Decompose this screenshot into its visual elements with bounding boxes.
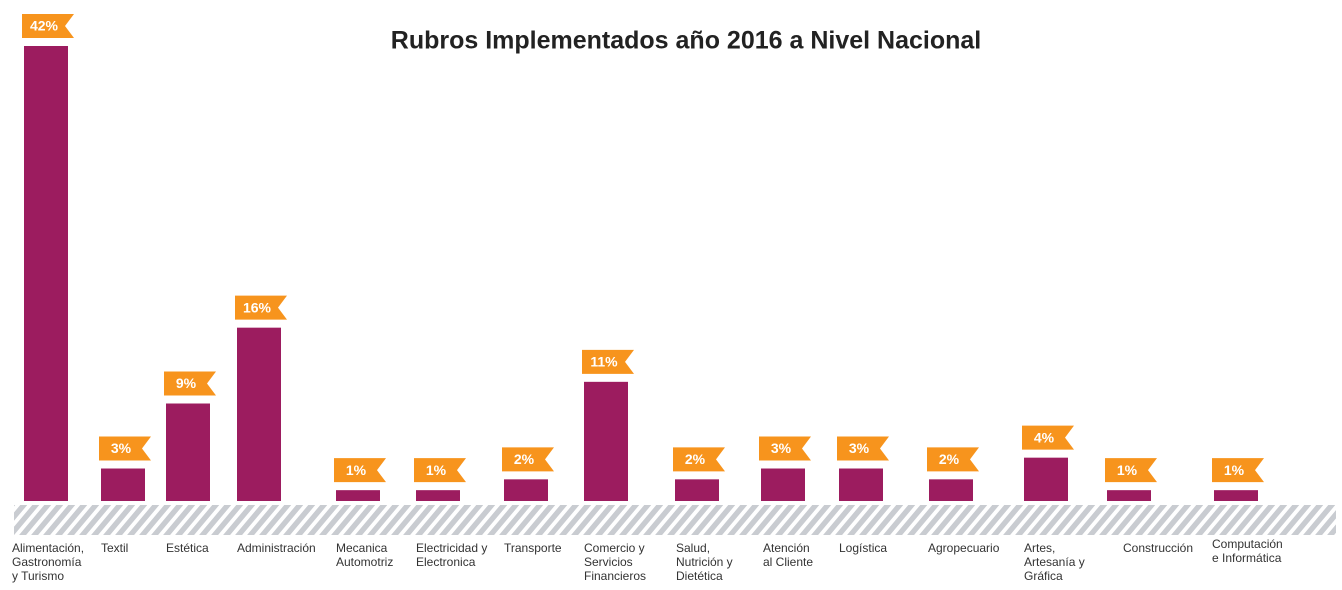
- x-tick-label: Administración: [237, 541, 316, 555]
- bar: [24, 46, 68, 501]
- x-tick-label: Logística: [839, 541, 887, 555]
- value-tag: [837, 436, 889, 461]
- bar: [1107, 490, 1151, 501]
- value-label: 42%: [30, 18, 59, 34]
- bar: [761, 468, 805, 501]
- value-tag: [334, 458, 386, 483]
- value-label: 3%: [849, 440, 870, 456]
- bar: [416, 490, 460, 501]
- value-tag: [22, 14, 74, 38]
- value-tag: [582, 349, 634, 374]
- value-label: 2%: [685, 451, 706, 467]
- x-tick-label: Textil: [101, 541, 128, 555]
- value-tag: [1212, 458, 1264, 483]
- x-tick-label: Electricidad y Electronica: [416, 541, 487, 569]
- value-label: 16%: [243, 299, 272, 315]
- value-tag: [1105, 458, 1157, 483]
- bar: [166, 403, 210, 501]
- value-label: 3%: [111, 440, 132, 456]
- value-label: 2%: [939, 451, 960, 467]
- value-label: 9%: [176, 375, 197, 391]
- bar: [1214, 490, 1258, 501]
- x-tick-label: Atención al Cliente: [763, 541, 813, 569]
- x-tick-label: Computación e Informática: [1212, 537, 1283, 565]
- chart-title: Rubros Implementados año 2016 a Nivel Na…: [391, 27, 981, 55]
- value-label: 4%: [1034, 429, 1055, 445]
- value-label: 11%: [590, 354, 618, 370]
- bar: [675, 479, 719, 501]
- bar: [504, 479, 548, 501]
- value-tag: [235, 295, 287, 320]
- x-tick-label: Salud, Nutrición y Dietética: [676, 541, 733, 583]
- bar: [929, 479, 973, 501]
- bar: [1024, 457, 1068, 501]
- value-label: 2%: [514, 451, 535, 467]
- x-tick-label: Estética: [166, 541, 209, 555]
- x-tick-label: Artes, Artesanía y Gráfica: [1024, 541, 1085, 583]
- value-label: 1%: [426, 462, 447, 478]
- value-label: 3%: [771, 440, 792, 456]
- x-tick-label: Transporte: [504, 541, 562, 555]
- x-tick-label: Mecanica Automotriz: [336, 541, 393, 569]
- bar: [101, 468, 145, 501]
- x-tick-label: Comercio y Servicios Financieros: [584, 541, 646, 583]
- bar: [839, 468, 883, 501]
- bar: [336, 490, 380, 501]
- x-tick-label: Agropecuario: [928, 541, 1000, 555]
- x-tick-label: Alimentación, Gastronomía y Turismo: [12, 541, 84, 583]
- x-tick-label: Construcción: [1123, 541, 1193, 555]
- bar: [237, 327, 281, 501]
- value-tag: [502, 447, 554, 472]
- value-tag: [927, 447, 979, 472]
- value-tag: [1022, 425, 1074, 450]
- value-label: 1%: [346, 462, 367, 478]
- baseline-band: [14, 505, 1336, 535]
- value-tag: [414, 458, 466, 483]
- value-label: 1%: [1117, 462, 1138, 478]
- value-label: 1%: [1224, 462, 1245, 478]
- value-tag: [99, 436, 151, 461]
- bar: [584, 381, 628, 501]
- value-tag: [673, 447, 725, 472]
- value-tag: [164, 371, 216, 396]
- value-tag: [759, 436, 811, 461]
